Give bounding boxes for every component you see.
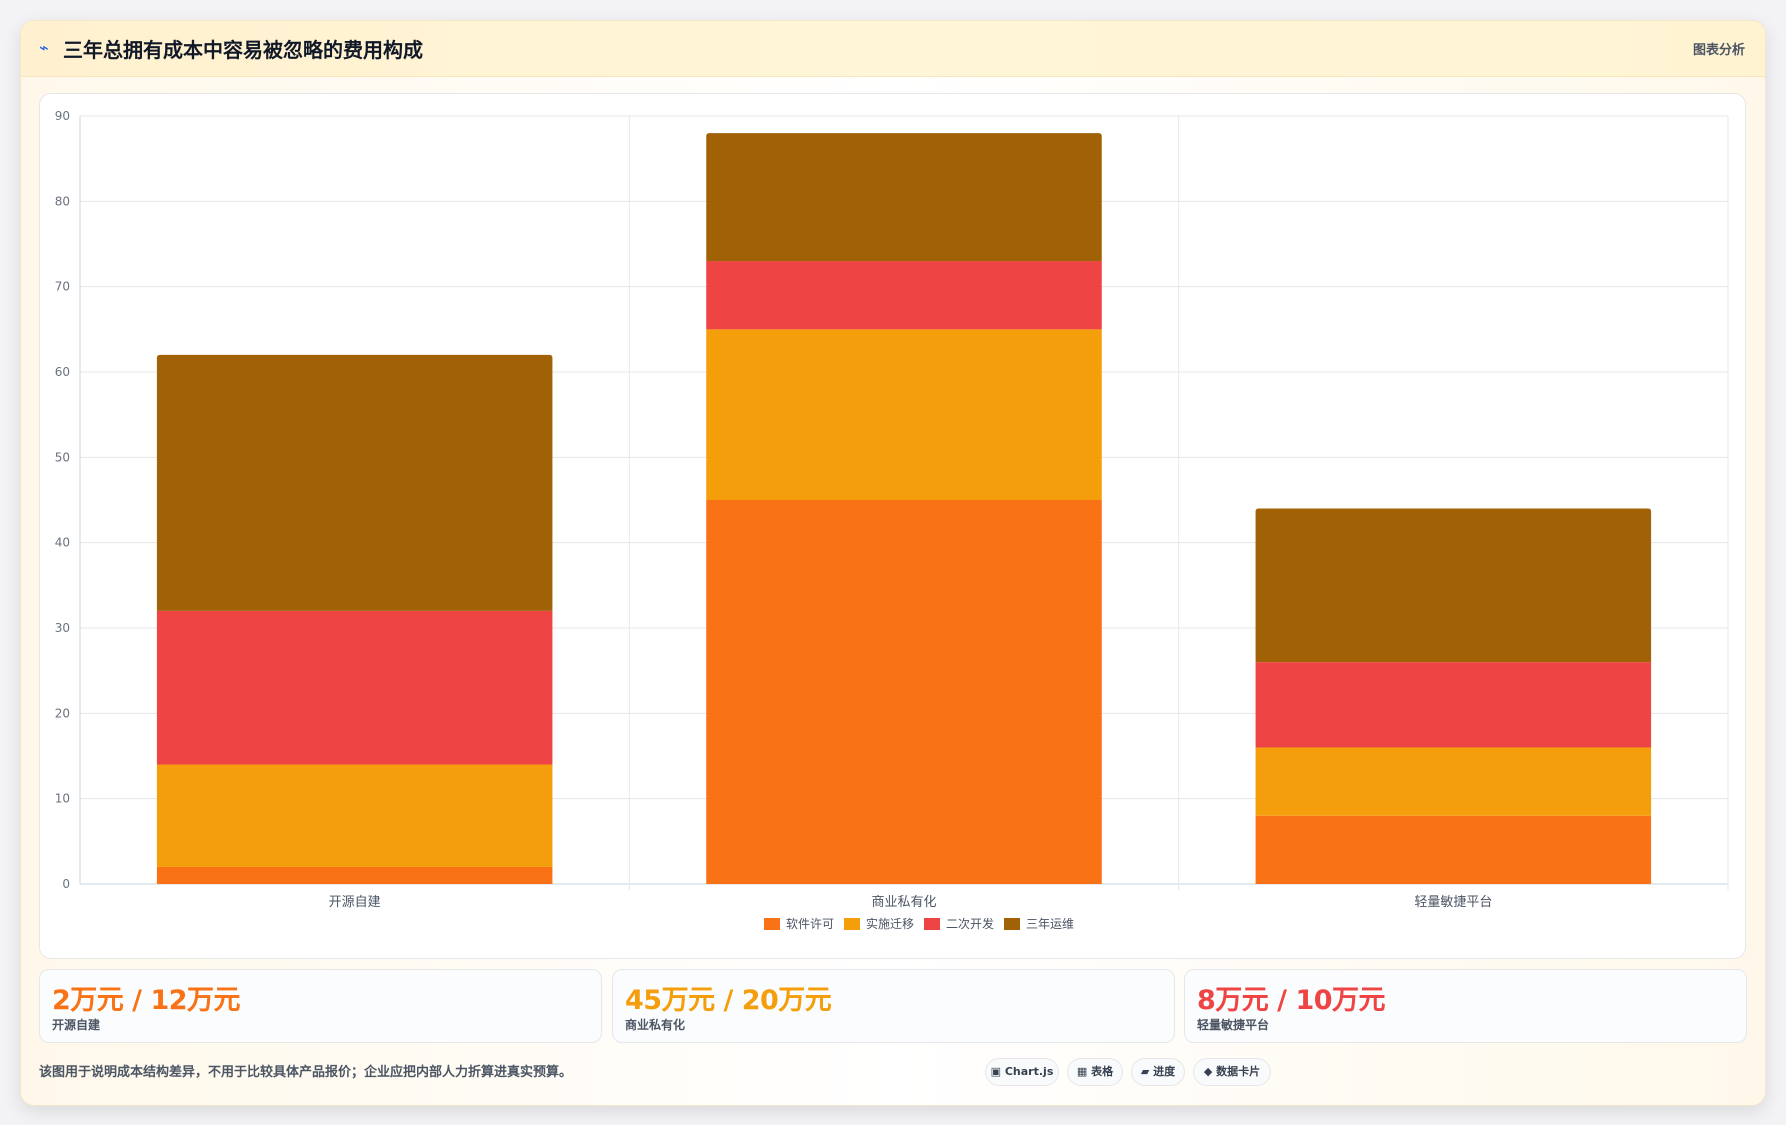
stat-label: 商业私有化 [625,1018,686,1032]
y-tick-label: 60 [55,365,70,379]
progress-icon: ▰ [1140,1065,1150,1078]
data-card-icon: ◆ [1203,1065,1213,1078]
bar-segment [706,261,1102,330]
chart-card: ⌁ 三年总拥有成本中容易被忽略的费用构成 图表分析 0 10 20 30 40 50 60 7… [20,20,1766,1106]
y-tick-label: 40 [55,536,70,550]
pill-label: 进度 [1153,1065,1176,1078]
pill-label: Chart.js [1004,1065,1054,1078]
stats-row: 2万元 / 12万元 开源自建 45万元 / 20万元 商业私有化 8万元 / … [39,969,1747,1043]
pill-label: 数据卡片 [1216,1065,1261,1078]
data-card-pill[interactable]: ◆ 数据卡片 [1193,1058,1271,1086]
x-tick-label: 开源自建 [329,895,381,910]
lightning-icon: ⌁ [39,38,49,57]
stat-value: 8万元 / 10万元 [1197,985,1386,1016]
bar-segment [156,610,553,765]
chart-title: 三年总拥有成本中容易被忽略的费用构成 [63,38,423,62]
legend-label: 二次开发 [946,916,994,931]
chart-icon: ▣ [990,1065,1002,1078]
bar-segment [1255,747,1652,816]
chart-container: 0 10 20 30 40 50 60 70 80 90 开源自建 商业私有化 轻量敏捷平台软件许可 实施… [39,93,1746,959]
y-tick-label: 10 [55,792,70,806]
y-tick-label: 70 [55,280,70,294]
stat-label: 开源自建 [52,1018,101,1032]
card-header: ⌁ 三年总拥有成本中容易被忽略的费用构成 图表分析 [21,21,1765,77]
chart-analysis-button[interactable]: 图表分析 [1692,43,1745,58]
stat-value: 2万元 / 12万元 [52,985,241,1016]
bar-segment [706,329,1102,500]
chartjs-pill[interactable]: ▣ Chart.js [985,1058,1059,1086]
y-tick-label: 30 [55,621,70,635]
bar-segment [1255,508,1652,663]
legend-swatch [924,918,940,930]
y-tick-label: 0 [62,877,70,891]
legend-swatch [764,918,780,930]
bar-segment [156,764,553,867]
table-icon: ▦ [1076,1065,1088,1078]
legend-label: 三年运维 [1026,917,1074,931]
y-tick-label: 90 [55,109,70,123]
y-tick-label: 80 [55,194,70,208]
bar-segment [156,354,553,611]
y-tick-label: 50 [55,450,70,464]
legend-swatch [1004,918,1020,930]
x-tick-label: 商业私有化 [871,895,936,910]
stat-card: 8万元 / 10万元 轻量敏捷平台 [1184,969,1747,1043]
bar-segment [706,500,1102,884]
pill-label: 表格 [1091,1065,1114,1078]
table-pill[interactable]: ▦ 表格 [1067,1058,1123,1086]
y-tick-label: 20 [55,706,70,720]
bar-segment [706,133,1102,262]
legend-swatch [844,918,860,930]
stat-card: 2万元 / 12万元 开源自建 [39,969,602,1043]
bar-segment [156,866,553,884]
stat-value: 45万元 / 20万元 [625,985,832,1016]
footnote: 该图用于说明成本结构差异，不用于比较具体产品报价；企业应把内部人力折算进真实预算… [39,1065,573,1080]
stat-label: 轻量敏捷平台 [1197,1018,1270,1032]
x-tick-label: 轻量敏捷平台 [1414,895,1492,910]
legend-label: 软件许可 [786,917,834,931]
legend-label: 实施迁移 [866,916,914,931]
progress-pill[interactable]: ▰ 进度 [1131,1058,1185,1086]
stat-card: 45万元 / 20万元 商业私有化 [612,969,1175,1043]
bar-segment [1255,662,1652,748]
bar-segment [1255,815,1652,884]
